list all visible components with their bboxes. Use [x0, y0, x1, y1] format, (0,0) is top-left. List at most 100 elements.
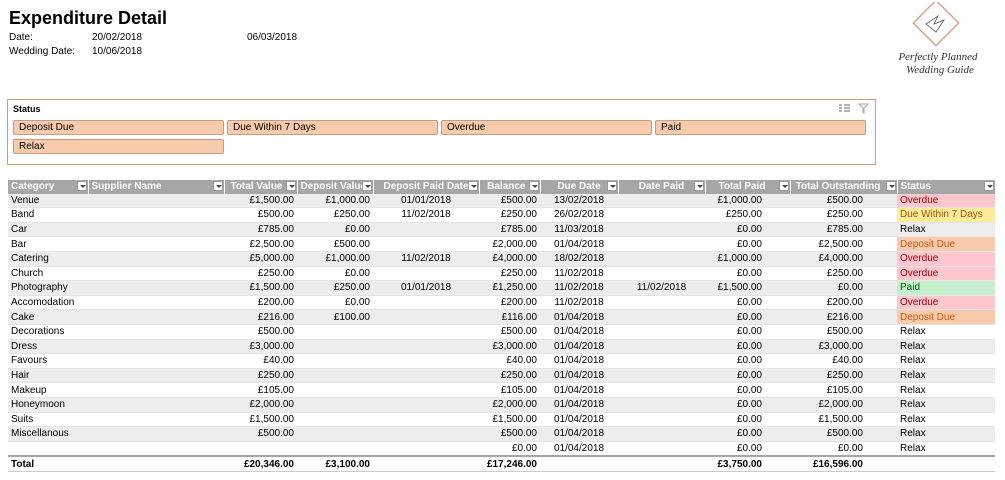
filter-button[interactable]: [778, 181, 789, 191]
label: Date:: [9, 32, 33, 43]
cell: [373, 339, 479, 355]
cell: [373, 382, 479, 398]
filter-button[interactable]: [212, 181, 223, 191]
cell: [373, 353, 479, 369]
cell: £0.00: [705, 309, 790, 325]
cell: £0.00: [705, 295, 790, 311]
table-row: Catering £5,000.00 £1,000.00 11/02/2018 £4,0…: [8, 251, 995, 267]
filter-button[interactable]: [467, 181, 478, 191]
cell: [88, 280, 224, 296]
filter-button[interactable]: [606, 181, 617, 191]
cell: [297, 382, 373, 398]
total-cell: [373, 455, 479, 472]
value: 06/03/2018: [247, 32, 298, 43]
filter-button[interactable]: [361, 181, 372, 191]
header-text: Due Date: [557, 181, 601, 193]
header-text: Balance: [487, 181, 526, 193]
cell: [88, 251, 224, 267]
slicer-button[interactable]: Due Within 7 Days: [227, 120, 438, 135]
filter-button[interactable]: [983, 181, 994, 191]
cell: 01/04/2018: [540, 339, 618, 355]
status-cell: Deposit Due: [897, 236, 995, 252]
table-row: Photography £1,500.00 £250.00 01/01/2018 £1,…: [8, 280, 995, 296]
cell: £105.00: [224, 382, 297, 398]
logo-text: Wedding Guide: [906, 64, 974, 76]
cell: £105.00: [479, 382, 540, 398]
filter-button[interactable]: [528, 181, 539, 191]
cell: £0.00: [790, 441, 897, 457]
cell: [618, 426, 705, 442]
cell: £0.00: [297, 266, 373, 282]
status-cell: Overdue: [897, 251, 995, 267]
cell: £500.00: [479, 193, 540, 209]
slicer-title: Status: [13, 104, 41, 114]
cell: Catering: [8, 251, 88, 267]
cell: £250.00: [790, 266, 897, 282]
filter-button[interactable]: [76, 181, 87, 191]
cell: [618, 441, 705, 457]
total-cell: £3,100.00: [297, 455, 373, 472]
slicer-button[interactable]: Overdue: [441, 120, 652, 135]
filter-button[interactable]: [693, 181, 704, 191]
cell: £105.00: [790, 382, 897, 398]
status-cell: Relax: [897, 441, 995, 457]
cell: [88, 295, 224, 311]
status-cell: Relax: [897, 324, 995, 340]
filter-button[interactable]: [285, 181, 296, 191]
cell: £40.00: [224, 353, 297, 369]
status-cell: Overdue: [897, 295, 995, 311]
cell: 11/02/2018: [540, 295, 618, 311]
cell: [297, 412, 373, 428]
cell: [88, 426, 224, 442]
cell: £40.00: [479, 353, 540, 369]
table-row: Suits £1,500.00 £1,500.00 01/04/2018 £0.00 £1…: [8, 412, 995, 428]
cell: £1,500.00: [705, 280, 790, 296]
total-cell: [540, 455, 618, 472]
cell: Favours: [8, 353, 88, 369]
cell: £0.00: [705, 397, 790, 413]
cell: £785.00: [224, 222, 297, 238]
cell: £250.00: [224, 368, 297, 384]
filter-button[interactable]: [885, 181, 896, 191]
cell: Hair: [8, 368, 88, 384]
slicer-button[interactable]: Paid: [655, 120, 866, 135]
cell: Decorations: [8, 324, 88, 340]
cell: Dress: [8, 339, 88, 355]
slicer-button[interactable]: Deposit Due: [13, 120, 224, 135]
cell: Accomodation: [8, 295, 88, 311]
cell: [618, 193, 705, 209]
table-row: Miscellanous £500.00 £500.00 01/04/2018 £0.0…: [8, 426, 995, 442]
cell: £500.00: [297, 236, 373, 252]
cell: 11/02/2018: [540, 266, 618, 282]
cell: [618, 222, 705, 238]
cell: Band: [8, 207, 88, 223]
cell: Venue: [8, 193, 88, 209]
cell: £0.00: [297, 295, 373, 311]
cell: [373, 222, 479, 238]
total-cell: £20,346.00: [224, 455, 297, 472]
cell: £250.00: [297, 280, 373, 296]
cell: 13/02/2018: [540, 193, 618, 209]
total-cell: [88, 455, 224, 472]
total-cell: [897, 455, 995, 472]
cell: Honeymoon: [8, 397, 88, 413]
table: Category Supplier Name Total Value Deposit …: [8, 180, 996, 472]
cell: [88, 368, 224, 384]
column-header: Status: [897, 180, 996, 194]
table-row: Dress £3,000.00 £3,000.00 01/04/2018 £0.00 £3…: [8, 339, 995, 355]
table-row: Car £785.00 £0.00 £785.00 11/03/2018 £0.00 £78…: [8, 222, 995, 238]
cell: [297, 441, 373, 457]
cell: £3,000.00: [224, 339, 297, 355]
cell: Church: [8, 266, 88, 282]
cell: £1,000.00: [297, 251, 373, 267]
cell: [373, 236, 479, 252]
cell: [373, 309, 479, 325]
cell: £0.00: [705, 412, 790, 428]
cell: £2,000.00: [790, 397, 897, 413]
slicer-icons[interactable]: [837, 102, 871, 114]
status-cell: Overdue: [897, 193, 995, 209]
cell: £0.00: [479, 441, 540, 457]
slicer-button[interactable]: Relax: [13, 139, 224, 154]
cell: £785.00: [479, 222, 540, 238]
